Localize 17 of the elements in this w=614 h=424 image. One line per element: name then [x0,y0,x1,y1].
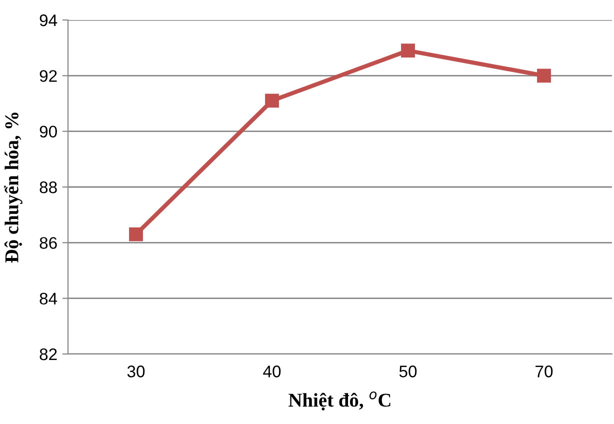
y-tick-label: 82 [40,348,57,360]
point [129,227,143,242]
y-tick-label: 84 [40,292,58,305]
x-tick-label: 40 [263,366,281,378]
point [537,68,551,83]
x-tick-label: 50 [399,366,417,378]
point [401,44,415,58]
y-axis-title: Độ chuyển hóa, % [4,112,22,263]
x-tick-label: 30 [127,366,145,378]
x-tick-label: 70 [536,366,553,378]
point [265,94,279,108]
y-tick-label: 90 [40,126,57,138]
y-tick-label: 86 [40,237,57,249]
y-tick-label: 92 [40,70,57,82]
y-tick-label: 94 [40,14,58,26]
x-axis-title: Nhiệt đô, $^{o}$C [288,392,390,410]
y-tick-label: 88 [40,181,57,194]
